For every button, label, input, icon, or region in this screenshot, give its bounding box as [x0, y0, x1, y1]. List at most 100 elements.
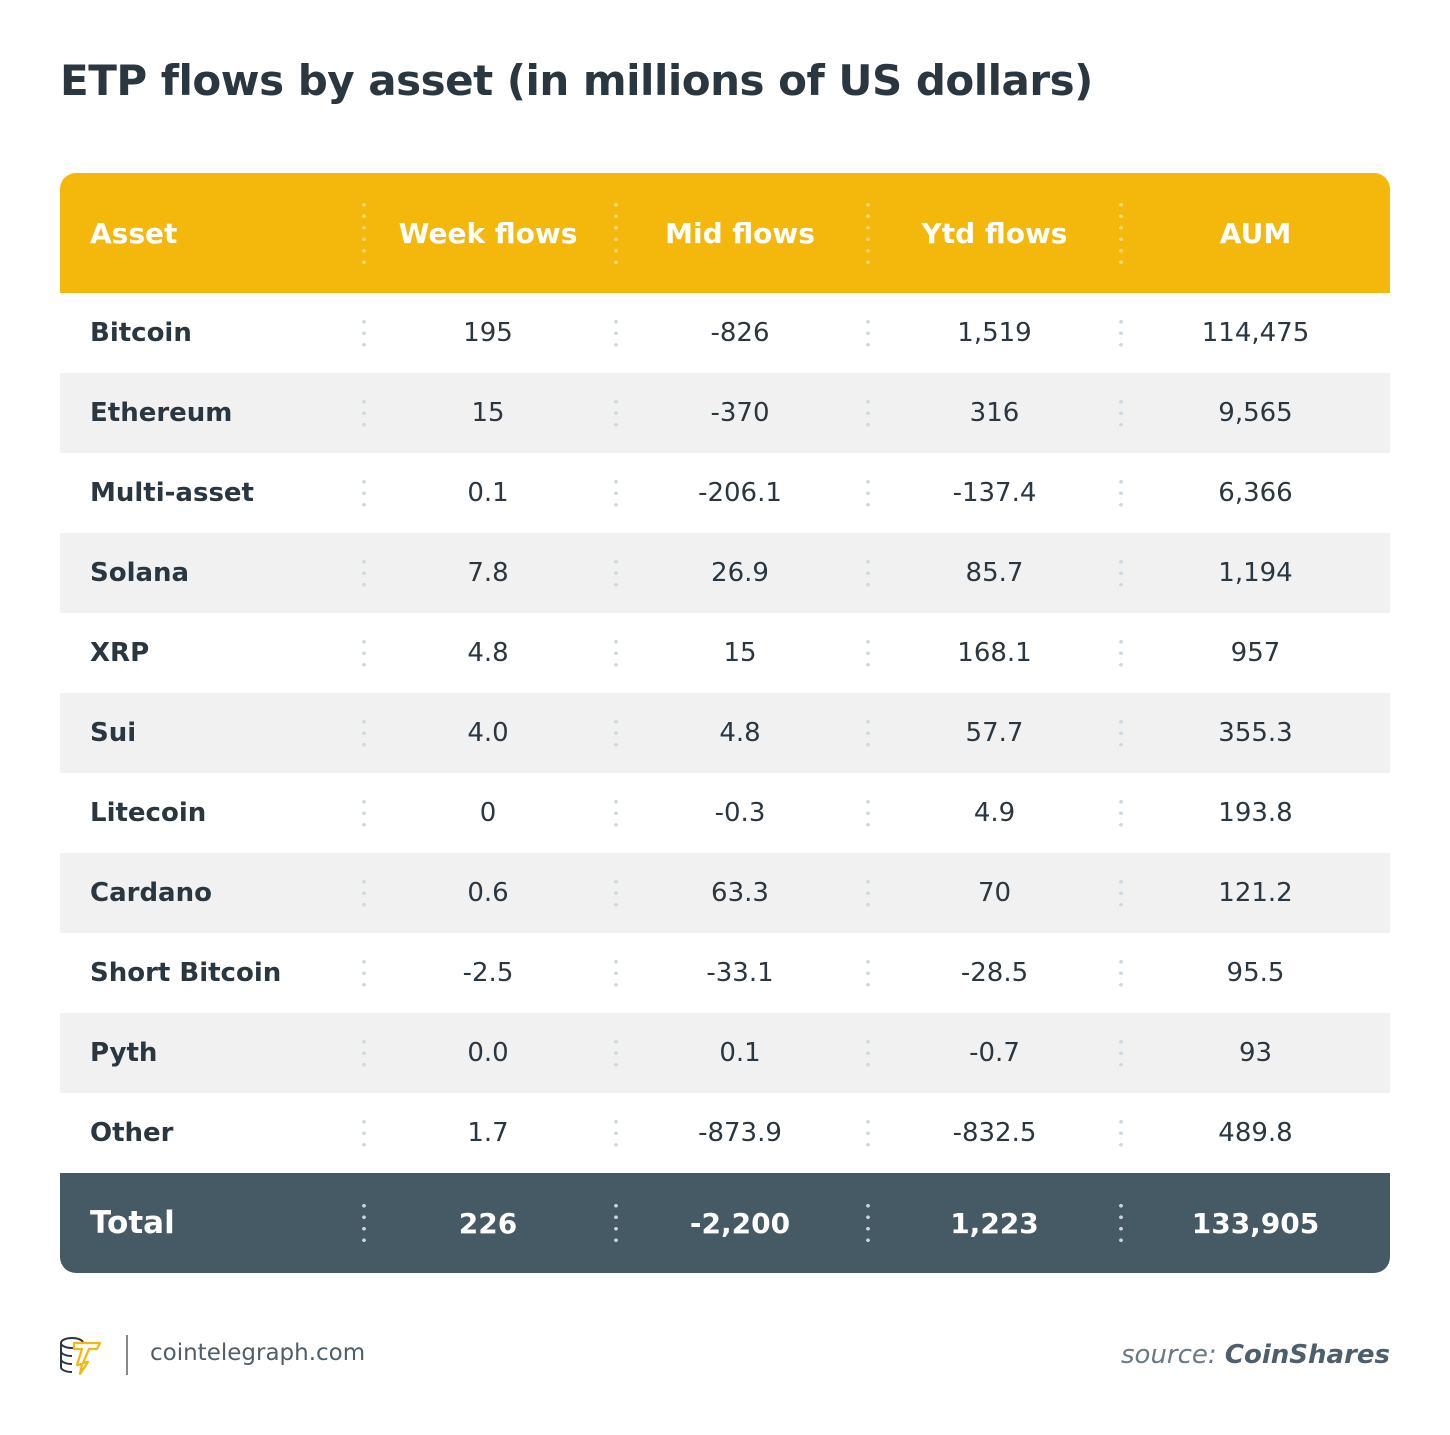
flows-table: Asset Week flows Mid flows Ytd flows AUM Bitc…	[60, 173, 1390, 1273]
table-row-cell: 1,519	[957, 318, 1032, 348]
column-divider	[1119, 1116, 1123, 1150]
table-row-cell: 121.2	[1218, 878, 1293, 908]
table-row-cell: 63.3	[711, 878, 769, 908]
column-divider	[1119, 796, 1123, 830]
column-divider	[866, 1036, 870, 1070]
column-divider	[614, 1036, 618, 1070]
table-row-cell: 4.9	[973, 798, 1016, 828]
column-divider	[614, 1200, 618, 1246]
table-row-cell: 1,194	[1218, 558, 1293, 588]
column-divider	[614, 476, 618, 510]
table-row-cell: -873.9	[698, 1118, 782, 1148]
table-row: XRP 4.8 15 168.1 957	[60, 613, 1390, 693]
column-divider	[1119, 396, 1123, 430]
table-row-cell: 193.8	[1218, 798, 1293, 828]
table-row-cell: Cardano	[90, 878, 212, 908]
column-divider	[362, 1116, 366, 1150]
header-row-cell: Week flows	[398, 216, 578, 250]
column-divider	[1119, 636, 1123, 670]
column-divider	[866, 876, 870, 910]
table-row-cell: 0.1	[719, 1038, 761, 1068]
table-row-cell: 489.8	[1218, 1118, 1293, 1148]
table-row-cell: 95.5	[1226, 958, 1285, 988]
cointelegraph-logo-icon	[60, 1337, 102, 1376]
column-divider	[362, 476, 366, 510]
table-row-cell: 26.9	[711, 558, 769, 588]
column-divider	[866, 316, 870, 350]
column-divider	[866, 1200, 870, 1246]
table-row-cell: 93	[1238, 1038, 1273, 1068]
total-row: Total 226 -2,200 1,223 133,905	[60, 1173, 1390, 1273]
column-divider	[866, 476, 870, 510]
column-divider	[866, 716, 870, 750]
column-divider	[866, 956, 870, 990]
table-row-cell: -206.1	[698, 478, 782, 508]
source-credit: source: CoinShares	[1121, 1340, 1390, 1370]
table-row: Sui 4.0 4.8 57.7 355.3	[60, 693, 1390, 773]
column-divider	[362, 1036, 366, 1070]
column-divider	[614, 556, 618, 590]
table-row-cell: Litecoin	[90, 798, 207, 828]
table-row-cell: Multi-asset	[90, 478, 254, 508]
column-divider	[614, 316, 618, 350]
table-row-cell: Short Bitcoin	[90, 958, 282, 988]
column-divider	[362, 796, 366, 830]
table-row-cell: 4.8	[719, 718, 761, 748]
table-row-cell: -0.7	[969, 1038, 1020, 1068]
table-row-cell: 57.7	[965, 718, 1024, 748]
column-divider	[1119, 316, 1123, 350]
column-divider	[1119, 199, 1123, 268]
table-row-cell: 9,565	[1218, 398, 1293, 428]
table-row: Cardano 0.6 63.3 70 121.2	[60, 853, 1390, 933]
header-row-cell: Mid flows	[665, 216, 815, 250]
column-divider	[614, 876, 618, 910]
column-divider	[362, 636, 366, 670]
table-row-cell: 957	[1230, 638, 1281, 668]
table-row-cell: 0.1	[467, 478, 509, 508]
column-divider	[866, 396, 870, 430]
site-name: cointelegraph.com	[150, 1340, 366, 1366]
table-row: Solana 7.8 26.9 85.7 1,194	[60, 533, 1390, 613]
table-row-cell: 0.6	[467, 878, 509, 908]
table-row-cell: 6,366	[1218, 478, 1293, 508]
table-row-cell: -370	[710, 398, 770, 428]
column-divider	[1119, 1036, 1123, 1070]
column-divider	[362, 199, 366, 268]
table-row-cell: 0.0	[467, 1038, 509, 1068]
table-row: Short Bitcoin -2.5 -33.1 -28.5 95.5	[60, 933, 1390, 1013]
table-row: Other 1.7 -873.9 -832.5 489.8	[60, 1093, 1390, 1173]
table-row: Bitcoin 195 -826 1,519 114,475	[60, 293, 1390, 373]
table-row: Litecoin 0 -0.3 4.9 193.8	[60, 773, 1390, 853]
column-divider	[614, 199, 618, 268]
table-row-cell: Ethereum	[90, 398, 233, 428]
table-row: Pyth 0.0 0.1 -0.7 93	[60, 1013, 1390, 1093]
table-row-cell: Sui	[90, 718, 137, 748]
table-row-cell: 15	[723, 638, 757, 668]
column-divider	[362, 1200, 366, 1246]
table-row-cell: 70	[977, 878, 1012, 908]
header-row: Asset Week flows Mid flows Ytd flows AUM	[60, 173, 1390, 293]
column-divider	[866, 1116, 870, 1150]
source-name: CoinShares	[1224, 1340, 1390, 1370]
table-row-cell: -826	[710, 318, 770, 348]
table-row-cell: 316	[969, 398, 1020, 428]
column-divider	[614, 796, 618, 830]
table-row-cell: 355.3	[1218, 718, 1293, 748]
column-divider	[866, 199, 870, 268]
table-row-cell: -832.5	[952, 1118, 1037, 1148]
chart-title: ETP flows by asset (in millions of US do…	[60, 56, 1093, 105]
header-row-cell: AUM	[1219, 216, 1292, 250]
column-divider	[1119, 556, 1123, 590]
column-divider	[1119, 476, 1123, 510]
column-divider	[866, 796, 870, 830]
table-row-cell: 4.0	[467, 718, 509, 748]
table-row-cell: 168.1	[957, 638, 1032, 668]
table-row-cell: Other	[90, 1118, 174, 1148]
table-row-cell: 85.7	[965, 558, 1024, 588]
table-row-cell: 1.7	[467, 1118, 509, 1148]
table-row-cell: -2.5	[462, 958, 514, 988]
table-row-cell: -33.1	[706, 958, 774, 988]
total-row-cell: 1,223	[950, 1206, 1039, 1240]
header-row-cell: Ytd flows	[921, 216, 1068, 250]
table-row-cell: Pyth	[90, 1038, 158, 1068]
